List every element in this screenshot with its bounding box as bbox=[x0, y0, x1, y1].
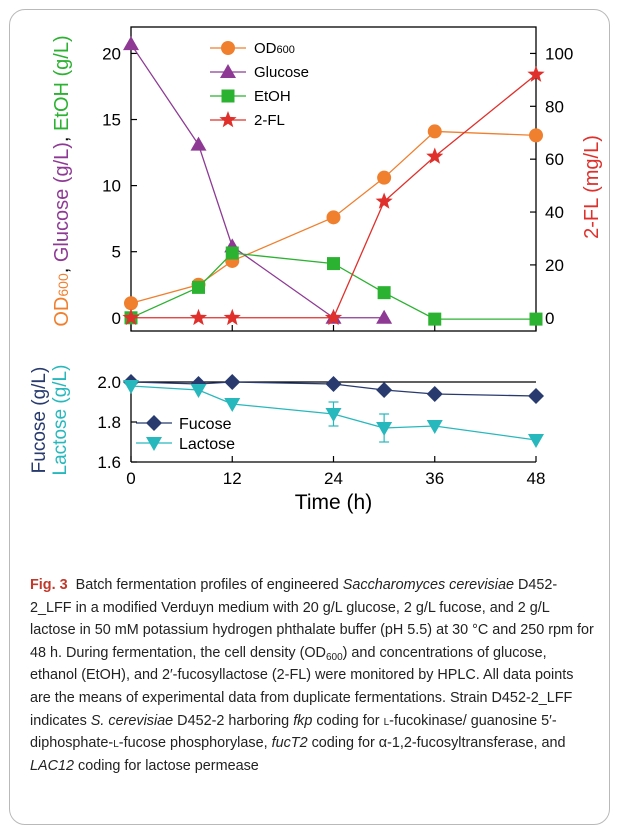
x-axis-title: Time (h) bbox=[295, 491, 372, 514]
data-point-od bbox=[124, 296, 138, 311]
axis-title-part: , bbox=[51, 262, 73, 273]
top-right-tick-label: 0 bbox=[545, 309, 554, 328]
top-left-tick-label: 0 bbox=[112, 309, 121, 328]
bottom-x-tick-label: 24 bbox=[324, 469, 343, 488]
data-point-fucose bbox=[224, 374, 241, 390]
legend-label-text: OD bbox=[254, 40, 277, 57]
bottom-y-tick-label: 1.6 bbox=[97, 453, 121, 472]
data-point-2-fl bbox=[527, 65, 545, 82]
data-point-etoh bbox=[327, 257, 340, 271]
top-right-axis-title: 2-FL (mg/L) bbox=[581, 135, 603, 239]
top-left-tick-label: 20 bbox=[102, 44, 121, 63]
legend-label-2-fl: 2-FL bbox=[254, 112, 285, 129]
data-point-lactose bbox=[224, 398, 241, 412]
data-point-etoh bbox=[225, 246, 239, 260]
caption-text: Batch fermentation profiles of engineere… bbox=[30, 577, 594, 774]
top-left-axis-title: OD600, Glucose (g/L), EtOH (g/L) bbox=[51, 35, 73, 326]
bottom-axis-title-lactose-g-l: Lactose (g/L) bbox=[50, 365, 71, 476]
data-point-glucose bbox=[123, 36, 139, 51]
data-point-lactose bbox=[325, 408, 342, 422]
data-point-etoh bbox=[529, 312, 543, 326]
bottom-x-tick-label: 36 bbox=[425, 469, 444, 488]
legend-label-lactose: Lactose bbox=[179, 436, 235, 453]
data-point-lactose bbox=[376, 422, 393, 436]
data-point-glucose bbox=[376, 309, 393, 324]
legend-label-subscript: 600 bbox=[277, 44, 295, 56]
data-point-2-fl bbox=[189, 308, 208, 326]
top-left-tick-label: 10 bbox=[102, 177, 121, 196]
data-point-2-fl bbox=[223, 308, 241, 326]
legend-label-text: Glucose bbox=[254, 64, 309, 81]
data-point-lactose bbox=[426, 420, 443, 434]
top-right-tick-label: 80 bbox=[545, 97, 564, 116]
data-point-2-fl bbox=[324, 308, 343, 326]
figure-frame bbox=[9, 9, 610, 825]
legend-label-od: OD600 bbox=[254, 40, 295, 57]
bottom-x-tick-label: 12 bbox=[223, 469, 242, 488]
data-point-fucose bbox=[528, 388, 544, 404]
legend-marker-lactose bbox=[146, 437, 162, 451]
data-point-fucose bbox=[376, 382, 393, 398]
data-point-lactose bbox=[528, 434, 544, 448]
data-point-od bbox=[326, 210, 341, 225]
data-point-2-fl bbox=[122, 308, 140, 326]
legend-marker-etoh bbox=[221, 89, 235, 103]
top-left-tick-label: 15 bbox=[102, 111, 121, 130]
series-line-2-fl bbox=[131, 74, 537, 319]
bottom-y-tick-label: 1.8 bbox=[97, 413, 121, 432]
top-right-tick-label: 100 bbox=[545, 44, 573, 63]
legend-label-fucose: Fucose bbox=[179, 416, 232, 433]
data-point-lactose bbox=[190, 384, 207, 398]
bottom-axis-title-fucose-g-l: Fucose (g/L) bbox=[29, 367, 50, 474]
axis-title-part: Glucose (g/L) bbox=[51, 142, 73, 262]
axis-title-part: OD bbox=[51, 297, 73, 327]
legend-marker-od bbox=[221, 41, 235, 55]
legend-label-text: 2-FL bbox=[254, 112, 285, 129]
data-point-etoh bbox=[428, 312, 442, 326]
legend-label-glucose: Glucose bbox=[254, 64, 309, 81]
data-point-fucose bbox=[426, 386, 443, 402]
data-point-od bbox=[377, 170, 392, 185]
data-point-glucose bbox=[190, 136, 207, 151]
axis-title-part: EtOH (g/L) bbox=[51, 35, 73, 131]
top-right-tick-label: 60 bbox=[545, 150, 564, 169]
axis-title-subscript: 600 bbox=[55, 273, 71, 297]
data-point-2-fl bbox=[375, 192, 393, 209]
top-right-tick-label: 40 bbox=[545, 203, 564, 222]
bottom-y-tick-label: 2.0 bbox=[97, 373, 121, 392]
data-point-fucose bbox=[325, 376, 342, 392]
axis-title-part: , bbox=[51, 131, 73, 142]
data-point-2-fl bbox=[426, 147, 444, 164]
data-point-od bbox=[529, 128, 543, 143]
figure-label: Fig. 3 bbox=[30, 577, 68, 593]
legend-label-text: EtOH bbox=[254, 88, 291, 105]
data-point-od bbox=[427, 124, 442, 139]
legend-label-etoh: EtOH bbox=[254, 88, 291, 105]
data-point-etoh bbox=[377, 286, 391, 300]
top-left-tick-label: 5 bbox=[112, 243, 121, 262]
data-point-etoh bbox=[192, 280, 205, 294]
legend-marker-2-fl bbox=[219, 111, 237, 128]
top-right-tick-label: 20 bbox=[545, 256, 564, 275]
legend-marker-fucose bbox=[146, 415, 162, 431]
bottom-x-tick-label: 0 bbox=[126, 469, 135, 488]
figure-caption: Fig. 3 Batch fermentation profiles of en… bbox=[30, 574, 596, 777]
series-line-glucose bbox=[130, 43, 385, 319]
legend-marker-glucose bbox=[220, 64, 236, 78]
data-point-lactose bbox=[123, 380, 139, 394]
bottom-x-tick-label: 48 bbox=[527, 469, 546, 488]
